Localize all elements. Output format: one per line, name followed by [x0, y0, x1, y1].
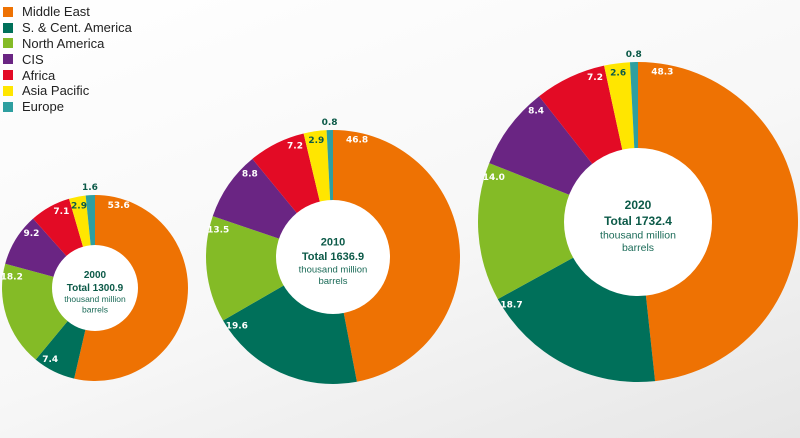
center-unit2: barrels — [318, 276, 347, 287]
legend-label: Middle East — [22, 4, 90, 20]
data-label: 14.0 — [483, 173, 505, 183]
legend-label: Asia Pacific — [22, 83, 90, 99]
data-label: 13.5 — [207, 226, 229, 236]
legend-label: North America — [22, 35, 105, 51]
data-label: 53.6 — [108, 201, 130, 211]
center-total-label: Total 1300.9 — [67, 283, 124, 294]
legend-label: S. & Cent. America — [22, 20, 132, 36]
data-label: 48.3 — [651, 68, 673, 78]
legend: Middle East S. & Cent. America North Ameri… — [3, 4, 132, 115]
legend-item: CIS — [3, 51, 132, 67]
data-label: 18.2 — [1, 273, 23, 283]
legend-label: Europe — [22, 99, 64, 115]
data-label: 19.6 — [226, 321, 248, 331]
donut-hole — [276, 200, 390, 314]
legend-label: Africa — [22, 67, 56, 83]
legend-swatch — [3, 85, 13, 96]
data-label: 1.6 — [82, 183, 98, 193]
data-label: 7.2 — [287, 141, 303, 151]
legend-label: CIS — [22, 51, 44, 67]
data-label: 7.2 — [587, 73, 603, 83]
data-label: 18.7 — [500, 300, 522, 310]
donut-2010: 46.8 19.6 13.5 8.8 7.2 2.9 0.8 2010 Total 1636.9… — [205, 118, 460, 384]
data-label: 7.1 — [53, 207, 69, 217]
center-unit2: barrels — [82, 304, 108, 314]
legend-item: North America — [3, 36, 132, 52]
data-label: 8.4 — [528, 107, 544, 117]
center-total-label: Total 1636.9 — [302, 251, 364, 263]
data-label: 0.8 — [626, 50, 642, 60]
legend-item: Africa — [3, 67, 132, 83]
data-label: 0.8 — [322, 118, 338, 128]
legend-item: Middle East — [3, 4, 132, 20]
slice-middle-east — [638, 62, 799, 382]
legend-item: Europe — [3, 99, 132, 115]
center-unit: thousand million — [64, 294, 126, 304]
center-year: 2000 — [84, 270, 107, 281]
donut-2000: 53.6 7.4 18.2 9.2 7.12.9 1.6 2000 Total 1300.9t… — [1, 183, 188, 381]
legend-swatch — [3, 101, 13, 112]
data-label: 46.8 — [346, 136, 368, 146]
data-label: 9.2 — [23, 229, 39, 239]
legend-swatch — [3, 70, 13, 81]
center-unit: thousand million — [299, 264, 368, 275]
data-label: 2.6 — [610, 68, 626, 78]
data-label: 2.9 — [308, 136, 324, 146]
legend-item: S. & Cent. America — [3, 20, 132, 36]
legend-swatch — [3, 54, 13, 65]
legend-swatch — [3, 6, 13, 17]
center-total-label: Total 1732.4 — [604, 214, 672, 228]
center-year: 2020 — [625, 198, 652, 212]
data-label: 2.9 — [71, 202, 87, 212]
legend-swatch — [3, 22, 13, 33]
slice-north-america — [205, 216, 333, 321]
legend-item: Asia Pacific — [3, 83, 132, 99]
data-label: 8.8 — [242, 169, 258, 179]
donut-2020: 48.3 18.7 14.0 8.4 7.2 2.60.8 2020 Total 1732.4… — [477, 50, 799, 382]
donut-hole — [564, 148, 712, 296]
legend-swatch — [3, 38, 13, 49]
center-year: 2010 — [321, 237, 345, 249]
data-label: 7.4 — [42, 355, 58, 365]
center-unit2: barrels — [622, 242, 654, 254]
center-unit: thousand million — [600, 230, 676, 242]
slice-middle-east — [333, 130, 460, 382]
slice-north-america — [477, 163, 638, 300]
donut-hole — [52, 245, 138, 331]
